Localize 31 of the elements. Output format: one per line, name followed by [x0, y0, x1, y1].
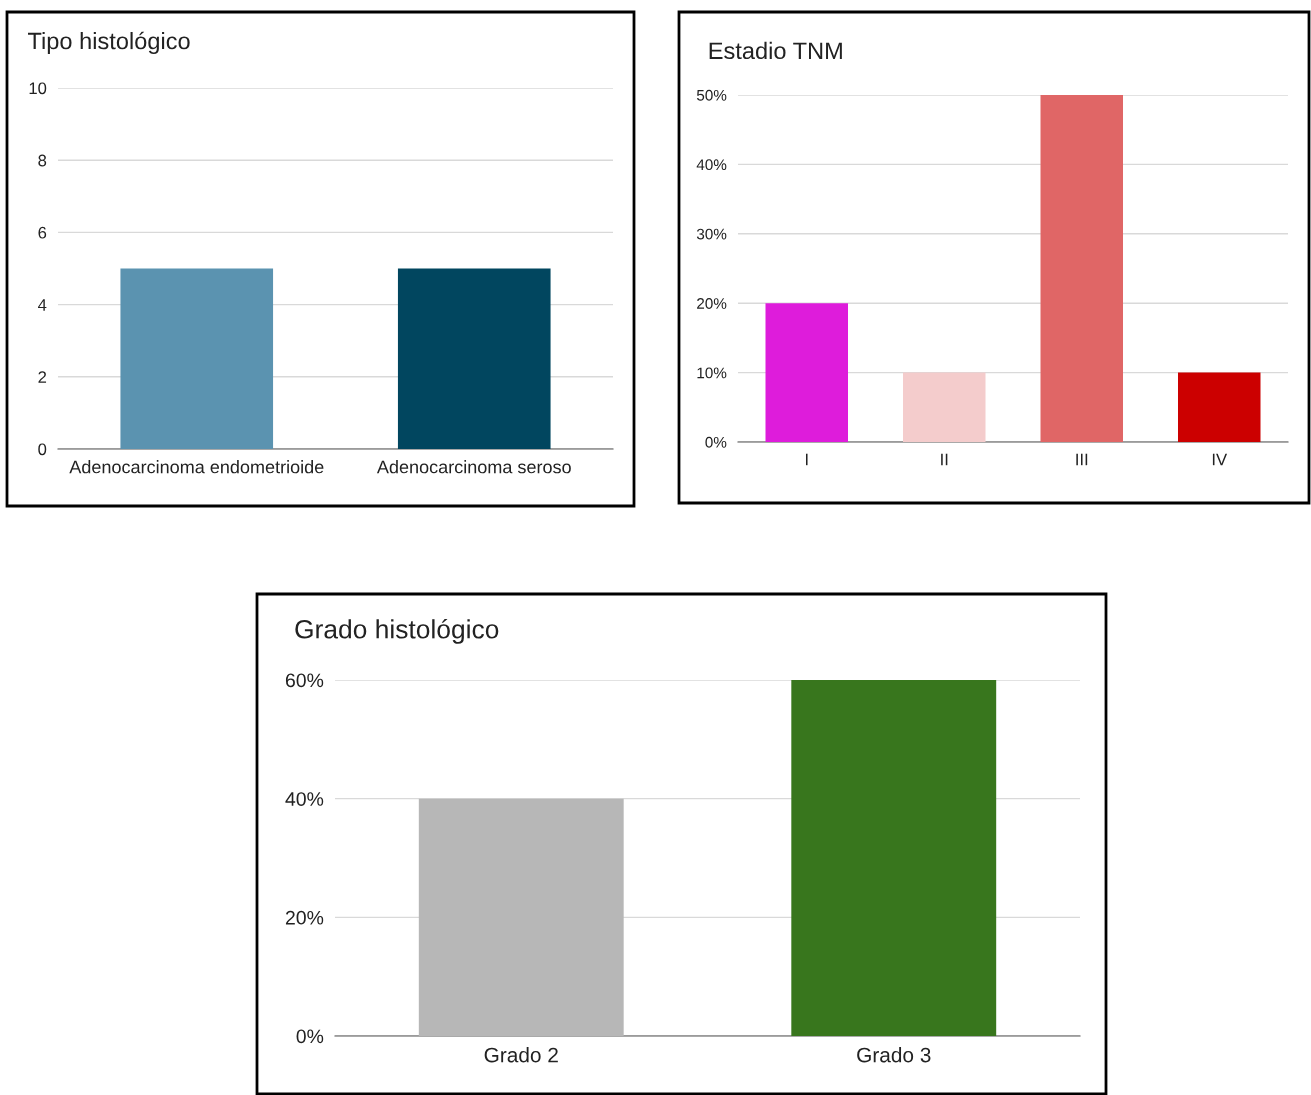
- chart-title: Grado histológico: [295, 618, 499, 644]
- y-tick-label: 30%: [696, 228, 727, 240]
- y-tick-label: 60%: [285, 673, 324, 688]
- bar: [1178, 372, 1261, 442]
- y-tick-label: 20%: [285, 910, 324, 925]
- y-tick-label: 8: [38, 154, 47, 167]
- y-tick-label: 10%: [697, 367, 727, 379]
- y-tick-label: 0: [38, 443, 47, 456]
- x-tick-label: III: [1076, 453, 1088, 466]
- x-tick-label: Adenocarcinoma endometrioide: [69, 460, 324, 474]
- y-tick-label: 4: [38, 299, 47, 311]
- y-tick-label: 20%: [697, 298, 727, 309]
- bar: [903, 372, 986, 442]
- y-tick-label: 2: [38, 371, 47, 383]
- x-tick-label: Adenocarcinoma seroso: [376, 460, 571, 474]
- y-tick-label: 50%: [696, 89, 727, 101]
- y-tick-label: 40%: [696, 159, 727, 171]
- x-tick-label: Grado 2: [484, 1047, 558, 1063]
- y-tick-label: 10: [29, 82, 47, 95]
- x-tick-label: II: [941, 453, 948, 466]
- x-tick-label: IV: [1212, 453, 1228, 466]
- y-tick-label: 0%: [296, 1029, 324, 1044]
- y-tick-label: 6: [38, 226, 47, 239]
- bar: [765, 303, 848, 442]
- y-tick-label: 0%: [705, 436, 727, 448]
- x-tick-label: Grado 3: [857, 1047, 931, 1063]
- chart-title: Tipo histológico: [28, 31, 190, 55]
- y-tick-label: 40%: [285, 792, 324, 806]
- x-tick-label: I: [805, 453, 808, 466]
- chart-title: Estadio TNM: [709, 41, 842, 60]
- bar: [1040, 95, 1123, 442]
